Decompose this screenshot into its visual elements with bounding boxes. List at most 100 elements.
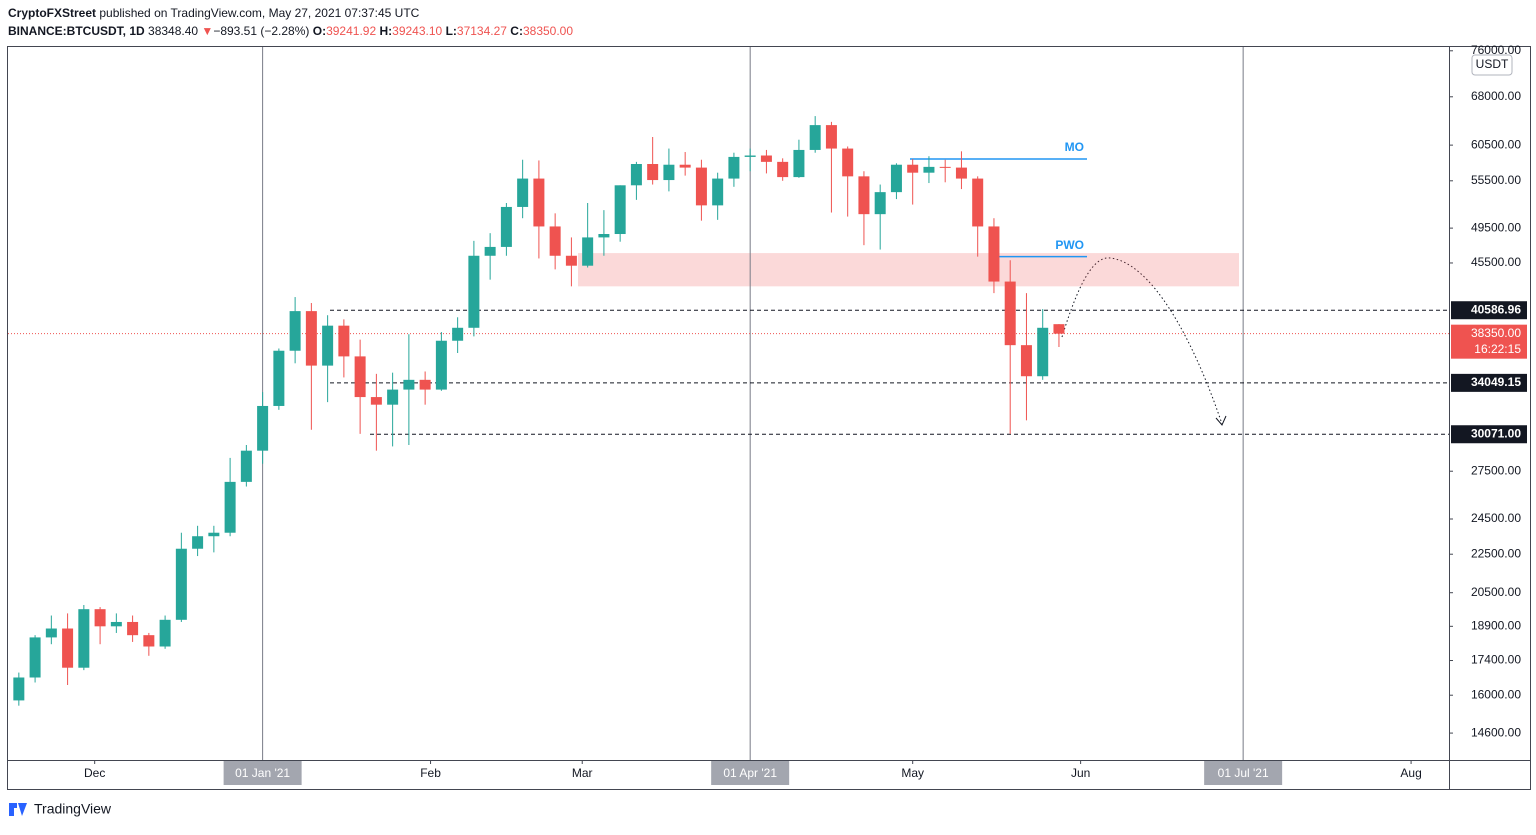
candle-body: [370, 397, 382, 405]
candle-body: [955, 167, 967, 179]
last-price-label: 38350.00: [1471, 326, 1521, 340]
last-price-box: [1451, 324, 1527, 359]
candle-body: [533, 178, 545, 227]
candle-body: [403, 379, 415, 390]
x-tick-label: 01 Jul '21: [1218, 766, 1269, 780]
candle-body: [549, 226, 561, 256]
x-tick-label: Aug: [1400, 766, 1421, 780]
background-layer: [262, 47, 1244, 760]
candle-body: [435, 340, 447, 390]
candle-body: [257, 405, 269, 451]
brand: TradingView: [9, 801, 112, 817]
candle-body: [13, 677, 25, 701]
candle-body: [322, 325, 334, 366]
candle-body: [582, 237, 594, 266]
y-tick-label: 18900.00: [1471, 618, 1521, 632]
candle-body: [679, 164, 691, 168]
candle-body: [468, 255, 480, 328]
zone: [578, 253, 1239, 287]
candle-body: [208, 532, 220, 537]
level-label-box: [1451, 301, 1527, 320]
y-tick-label: 14600.00: [1471, 725, 1521, 739]
y-tick-label: 76000.00: [1471, 43, 1521, 57]
ohlc-label: L:: [446, 24, 457, 38]
candle-body: [143, 635, 155, 647]
candle-body: [127, 621, 139, 636]
x-tick-label: Dec: [84, 766, 105, 780]
frame: [7, 46, 1531, 790]
candle-body: [890, 164, 902, 193]
y-tick-label: 20500.00: [1471, 585, 1521, 599]
arrow: ▼: [201, 24, 213, 38]
candle-body: [874, 192, 886, 215]
level-label-box: [1451, 373, 1527, 392]
candle-body: [809, 125, 821, 150]
x-tick-label: Jun: [1071, 766, 1090, 780]
candle-body: [45, 628, 57, 638]
x-tick-label: 01 Jan '21: [235, 766, 290, 780]
y-tick-label: 24500.00: [1471, 511, 1521, 525]
ohlc-value: 37134.27: [457, 24, 507, 38]
candle-body: [630, 164, 642, 186]
candle-body: [29, 637, 41, 678]
brand-name: TradingView: [34, 801, 112, 817]
candle-body: [988, 226, 1000, 282]
candle-body: [647, 164, 659, 181]
symbol-line: BINANCE:BTCUSDT, 1D 38348.40 ▼−893.51 (−…: [8, 24, 573, 38]
candle-body: [939, 166, 951, 168]
currency-box: [1471, 54, 1513, 76]
countdown: 16:22:15: [1474, 342, 1521, 356]
y-tick-label: 68000.00: [1471, 89, 1521, 103]
candle-body: [695, 167, 707, 206]
candle-body: [110, 621, 122, 627]
candle-body: [94, 609, 106, 627]
last: 38348.40: [148, 24, 198, 38]
published: published on TradingView.com, May 27, 20…: [99, 6, 419, 20]
candle-body: [777, 161, 789, 178]
candle-body: [1020, 345, 1032, 377]
candle-body: [289, 311, 301, 351]
x-tick-highlight: [711, 761, 790, 785]
candle-body: [793, 149, 805, 178]
candle-body: [305, 311, 317, 366]
y-tick-label: 45500.00: [1471, 255, 1521, 269]
candle-body: [62, 628, 74, 668]
candle-body: [159, 619, 171, 647]
candle-body: [923, 166, 935, 173]
author: CryptoFXStreet: [8, 6, 96, 20]
ohlc-label: H:: [379, 24, 392, 38]
arrow-head: [1215, 415, 1227, 426]
y-tick-label: 17400.00: [1471, 653, 1521, 667]
projection-arrow: [1061, 257, 1223, 425]
candle-body: [1053, 324, 1065, 334]
candle-body: [354, 356, 366, 398]
x-tick-highlight: [223, 761, 302, 785]
candle-body: [192, 536, 204, 549]
candle-body: [760, 155, 772, 162]
candle-body: [744, 155, 756, 157]
change: −893.51 (−2.28%): [213, 24, 309, 38]
ohlc-label: O:: [313, 24, 326, 38]
marked-line-label: MO: [1065, 140, 1084, 154]
candle-body: [484, 246, 496, 256]
candle-body: [1004, 281, 1016, 346]
ohlc-label: C:: [510, 24, 523, 38]
symbol: BINANCE:BTCUSDT, 1D: [8, 24, 145, 38]
candle-body: [842, 148, 854, 177]
candle-body: [858, 176, 870, 215]
candle-body: [614, 185, 626, 235]
y-tick-label: 55500.00: [1471, 173, 1521, 187]
x-tick-label: May: [901, 766, 924, 780]
candle-body: [224, 481, 236, 533]
candle-body: [175, 548, 187, 620]
y-tick-label: 27500.00: [1471, 463, 1521, 477]
level-label: 30071.00: [1471, 426, 1521, 440]
candle-body: [972, 178, 984, 227]
candle-body: [273, 350, 285, 406]
y-tick-label: 16000.00: [1471, 687, 1521, 701]
candle-body: [500, 206, 512, 247]
x-tick-label: Feb: [420, 766, 441, 780]
candle-body: [728, 156, 740, 179]
currency: USDT: [1476, 57, 1509, 71]
